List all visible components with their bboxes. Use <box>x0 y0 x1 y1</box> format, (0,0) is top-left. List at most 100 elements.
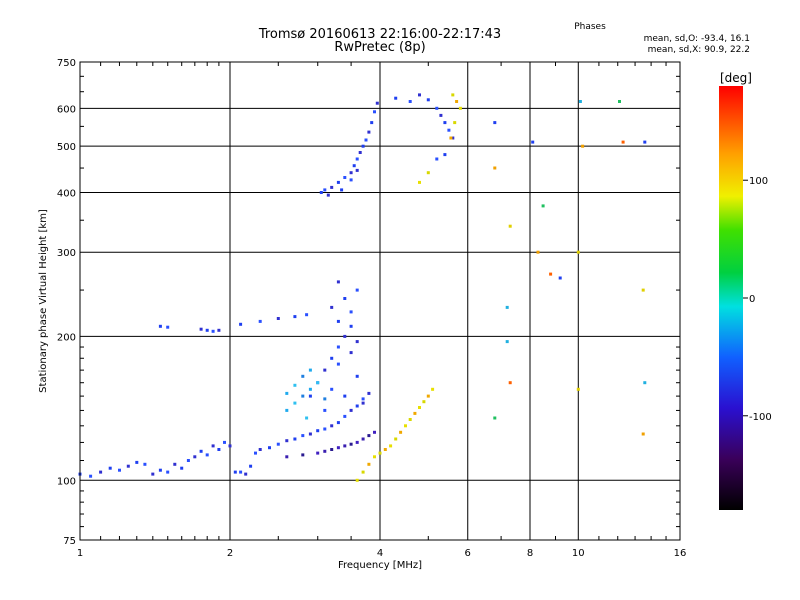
data-point <box>249 464 253 468</box>
x-tick-label: 16 <box>674 548 687 559</box>
colorbar-unit-label: [deg] <box>720 71 752 85</box>
data-point <box>343 414 347 418</box>
data-point <box>581 144 585 148</box>
data-point <box>330 185 334 189</box>
data-point <box>618 100 621 103</box>
x-tick-label: 2 <box>227 548 233 559</box>
data-point <box>508 381 512 385</box>
data-point <box>373 110 376 114</box>
data-point <box>355 340 359 344</box>
data-point <box>211 444 215 448</box>
y-tick-label: 600 <box>57 104 76 115</box>
data-point <box>293 437 297 441</box>
data-point <box>349 178 353 182</box>
data-point <box>323 449 327 453</box>
data-point <box>418 93 421 97</box>
y-tick-label: 300 <box>57 248 76 259</box>
data-point <box>558 276 562 280</box>
data-point <box>244 472 248 476</box>
data-point <box>205 328 209 332</box>
data-point <box>268 446 271 450</box>
data-point <box>394 96 398 100</box>
phase-colorbar <box>719 86 743 510</box>
data-point <box>576 387 580 391</box>
data-point <box>536 250 540 254</box>
axis-ticks: 1 2 4 6 8 10 16 75 100 200 300 400 500 600 750 <box>57 58 686 559</box>
data-point <box>508 224 512 228</box>
data-point <box>375 101 379 105</box>
data-point <box>199 327 203 331</box>
data-point <box>285 391 289 395</box>
data-point <box>389 444 393 448</box>
data-point <box>89 474 93 478</box>
data-point <box>180 466 184 470</box>
data-point <box>108 466 112 470</box>
y-tick-label: 750 <box>57 58 76 69</box>
data-point <box>330 448 334 451</box>
x-axis-label: Frequency [MHz] <box>338 560 422 571</box>
data-point <box>254 451 257 455</box>
grid-lines <box>80 62 680 540</box>
data-point <box>355 288 359 292</box>
data-point <box>343 394 347 398</box>
data-point <box>343 444 347 448</box>
data-point <box>285 439 289 443</box>
data-point <box>336 446 340 450</box>
data-point <box>233 470 237 474</box>
data-point <box>336 362 340 366</box>
data-point <box>621 140 625 144</box>
data-point <box>336 345 340 349</box>
data-point <box>323 368 327 372</box>
data-point <box>349 408 353 412</box>
colorbar-tick-label: 100 <box>749 176 768 187</box>
data-point <box>541 204 545 208</box>
data-point <box>443 121 447 125</box>
data-point <box>239 470 243 474</box>
data-point <box>426 171 430 175</box>
data-point <box>578 100 582 103</box>
x-tick-label: 4 <box>377 548 383 559</box>
x-tick-label: 10 <box>572 548 585 559</box>
data-point <box>355 404 359 408</box>
data-point <box>276 317 280 320</box>
data-point <box>493 166 497 170</box>
data-point <box>293 315 297 319</box>
data-point <box>343 334 347 338</box>
data-point <box>349 324 353 328</box>
data-point <box>361 144 365 148</box>
data-point <box>199 449 203 453</box>
data-point <box>126 464 130 468</box>
data-point <box>308 387 312 391</box>
data-point <box>305 313 309 317</box>
data-point <box>301 453 305 457</box>
data-point <box>418 406 421 409</box>
data-point <box>453 121 457 125</box>
data-point <box>394 437 398 441</box>
data-point <box>205 453 209 457</box>
data-point <box>330 305 334 309</box>
data-point <box>641 432 645 436</box>
colorbar-ticks: 100 0 -100 <box>743 176 772 423</box>
data-point <box>158 468 162 472</box>
data-point <box>308 368 312 372</box>
data-point <box>151 472 155 476</box>
data-point <box>323 427 327 431</box>
data-point <box>493 121 497 125</box>
y-tick-label: 200 <box>57 332 76 343</box>
data-point <box>373 455 376 459</box>
colorbar-tick-label: -100 <box>749 412 772 423</box>
data-point <box>336 180 340 184</box>
data-point <box>340 188 344 192</box>
data-point <box>355 374 359 378</box>
data-point <box>455 100 459 103</box>
data-point <box>408 100 412 103</box>
data-point <box>211 329 215 333</box>
data-point <box>99 470 103 474</box>
y-tick-label: 100 <box>57 476 76 487</box>
data-point <box>301 434 305 438</box>
data-point <box>323 188 327 192</box>
data-point <box>301 374 305 378</box>
title-line-1: Tromsø 20160613 22:16:00-22:17:43 <box>258 27 502 42</box>
data-point <box>217 328 221 332</box>
data-point <box>293 401 297 405</box>
